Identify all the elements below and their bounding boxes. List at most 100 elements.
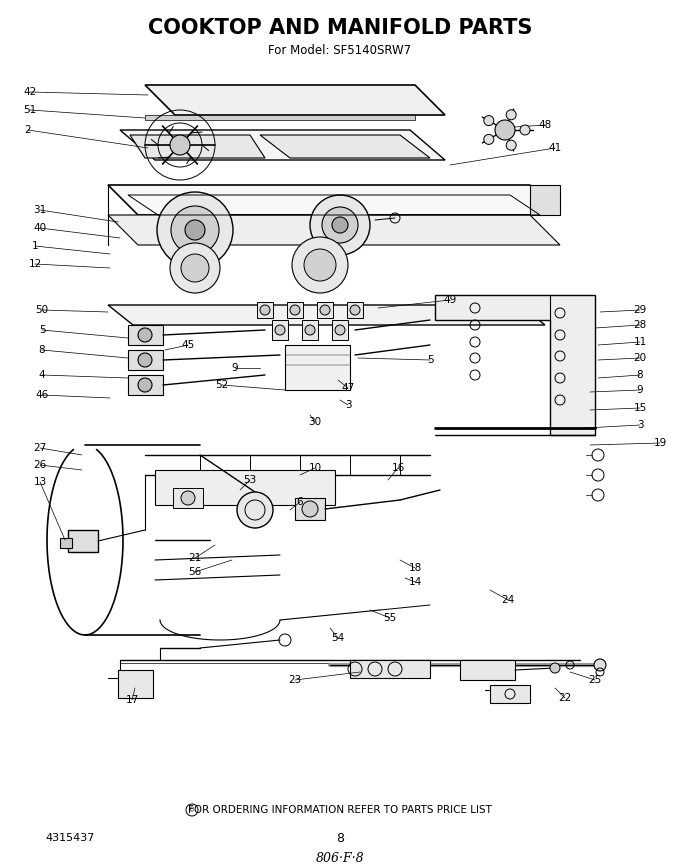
Text: FOR ORDERING INFORMATION REFER TO PARTS PRICE LIST: FOR ORDERING INFORMATION REFER TO PARTS …: [188, 805, 492, 815]
Text: 21: 21: [188, 553, 202, 563]
Bar: [60, 538, 72, 548]
Text: 28: 28: [633, 320, 647, 330]
Circle shape: [138, 378, 152, 392]
Text: 50: 50: [35, 305, 48, 315]
Text: 25: 25: [588, 675, 602, 685]
Bar: [287, 302, 303, 318]
Bar: [350, 660, 430, 678]
Polygon shape: [130, 135, 265, 158]
Text: For Model: SF5140SRW7: For Model: SF5140SRW7: [269, 43, 411, 56]
Circle shape: [157, 192, 233, 268]
Text: 48: 48: [539, 120, 551, 130]
Circle shape: [185, 220, 205, 240]
Text: 47: 47: [341, 383, 355, 393]
Circle shape: [520, 125, 530, 135]
Text: 14: 14: [409, 577, 422, 587]
Text: 9: 9: [232, 363, 238, 373]
Text: 45: 45: [182, 340, 194, 350]
Polygon shape: [108, 305, 545, 325]
Bar: [347, 302, 363, 318]
Bar: [118, 670, 153, 698]
Text: 51: 51: [23, 105, 37, 115]
Bar: [302, 320, 318, 340]
Bar: [460, 660, 515, 680]
Text: 42: 42: [23, 87, 37, 97]
Text: 22: 22: [558, 693, 572, 703]
Circle shape: [292, 237, 348, 293]
Polygon shape: [120, 130, 445, 160]
Circle shape: [275, 325, 285, 335]
Text: 10: 10: [309, 463, 322, 473]
Text: 8: 8: [39, 345, 46, 355]
Text: 15: 15: [633, 403, 647, 413]
Circle shape: [506, 140, 516, 151]
Bar: [295, 498, 325, 520]
Text: 49: 49: [443, 295, 457, 305]
Text: 31: 31: [33, 205, 47, 215]
Circle shape: [320, 305, 330, 315]
Text: 3: 3: [345, 400, 352, 410]
Circle shape: [302, 501, 318, 517]
Bar: [317, 302, 333, 318]
Polygon shape: [108, 185, 560, 215]
Text: 23: 23: [288, 675, 302, 685]
Circle shape: [181, 491, 195, 505]
Bar: [128, 350, 163, 370]
Bar: [490, 685, 530, 703]
Text: 5: 5: [426, 355, 433, 365]
Circle shape: [550, 663, 560, 673]
Polygon shape: [155, 470, 335, 505]
Circle shape: [332, 217, 348, 233]
Circle shape: [483, 116, 494, 125]
Text: 55: 55: [384, 613, 396, 623]
Circle shape: [181, 254, 209, 282]
Polygon shape: [260, 135, 430, 158]
Text: 4315437: 4315437: [45, 833, 95, 843]
Circle shape: [322, 207, 358, 243]
Text: ©: ©: [188, 807, 196, 813]
Text: 13: 13: [33, 477, 47, 487]
Text: 17: 17: [125, 695, 139, 705]
Circle shape: [304, 249, 336, 281]
Text: 1: 1: [32, 241, 38, 251]
Text: 18: 18: [409, 563, 422, 573]
Bar: [128, 325, 163, 345]
Circle shape: [335, 325, 345, 335]
Circle shape: [495, 120, 515, 140]
Text: 52: 52: [216, 380, 228, 390]
Circle shape: [138, 353, 152, 367]
Text: 806·F·8: 806·F·8: [316, 851, 364, 864]
Text: 5: 5: [39, 325, 46, 335]
Text: 41: 41: [548, 143, 562, 153]
Bar: [257, 302, 273, 318]
Circle shape: [290, 305, 300, 315]
Polygon shape: [145, 115, 415, 120]
Circle shape: [170, 243, 220, 293]
Text: 11: 11: [633, 337, 647, 347]
Text: 12: 12: [29, 259, 41, 269]
Polygon shape: [108, 215, 560, 245]
Bar: [272, 320, 288, 340]
Polygon shape: [145, 85, 445, 115]
Polygon shape: [435, 295, 595, 435]
Circle shape: [237, 492, 273, 528]
Circle shape: [310, 195, 370, 255]
Circle shape: [594, 659, 606, 671]
Text: 54: 54: [331, 633, 345, 643]
Circle shape: [506, 110, 516, 119]
Text: 30: 30: [309, 417, 322, 427]
Text: 2: 2: [24, 125, 31, 135]
Text: 9: 9: [636, 385, 643, 395]
Bar: [332, 320, 348, 340]
Text: 8: 8: [336, 831, 344, 844]
Text: 27: 27: [33, 443, 47, 453]
Text: 46: 46: [35, 390, 49, 400]
Bar: [128, 375, 163, 395]
Circle shape: [171, 206, 219, 254]
Circle shape: [483, 134, 494, 144]
Text: 16: 16: [392, 463, 405, 473]
Bar: [285, 345, 350, 390]
Circle shape: [350, 305, 360, 315]
Text: 19: 19: [653, 438, 666, 448]
Bar: [68, 530, 98, 552]
